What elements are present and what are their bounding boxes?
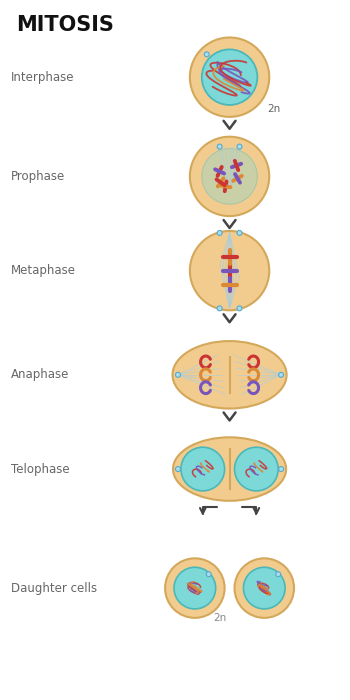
Circle shape — [279, 467, 284, 472]
Circle shape — [234, 447, 278, 491]
Circle shape — [181, 447, 225, 491]
Circle shape — [217, 306, 222, 311]
Circle shape — [174, 567, 216, 609]
Text: Metaphase: Metaphase — [11, 264, 76, 277]
Circle shape — [237, 306, 242, 311]
Circle shape — [190, 136, 269, 216]
Circle shape — [217, 144, 222, 149]
Circle shape — [165, 559, 225, 618]
Circle shape — [276, 572, 281, 577]
Circle shape — [279, 372, 284, 377]
Circle shape — [175, 467, 181, 472]
Text: Interphase: Interphase — [11, 71, 75, 84]
Ellipse shape — [173, 438, 286, 500]
Text: MITOSIS: MITOSIS — [16, 15, 114, 35]
Circle shape — [204, 52, 209, 57]
Circle shape — [190, 231, 269, 310]
Circle shape — [237, 230, 242, 235]
Circle shape — [202, 148, 257, 204]
Circle shape — [234, 559, 294, 618]
Circle shape — [217, 230, 222, 235]
Text: 2n: 2n — [213, 613, 226, 623]
Circle shape — [190, 38, 269, 117]
Circle shape — [244, 567, 285, 609]
Circle shape — [237, 144, 242, 149]
Circle shape — [175, 372, 181, 377]
Circle shape — [206, 572, 211, 577]
Circle shape — [202, 50, 257, 105]
Text: 2n: 2n — [267, 104, 280, 114]
Text: Prophase: Prophase — [11, 170, 65, 183]
Ellipse shape — [173, 341, 287, 409]
Text: Anaphase: Anaphase — [11, 368, 70, 382]
Text: Telophase: Telophase — [11, 463, 70, 475]
Text: Daughter cells: Daughter cells — [11, 582, 97, 594]
